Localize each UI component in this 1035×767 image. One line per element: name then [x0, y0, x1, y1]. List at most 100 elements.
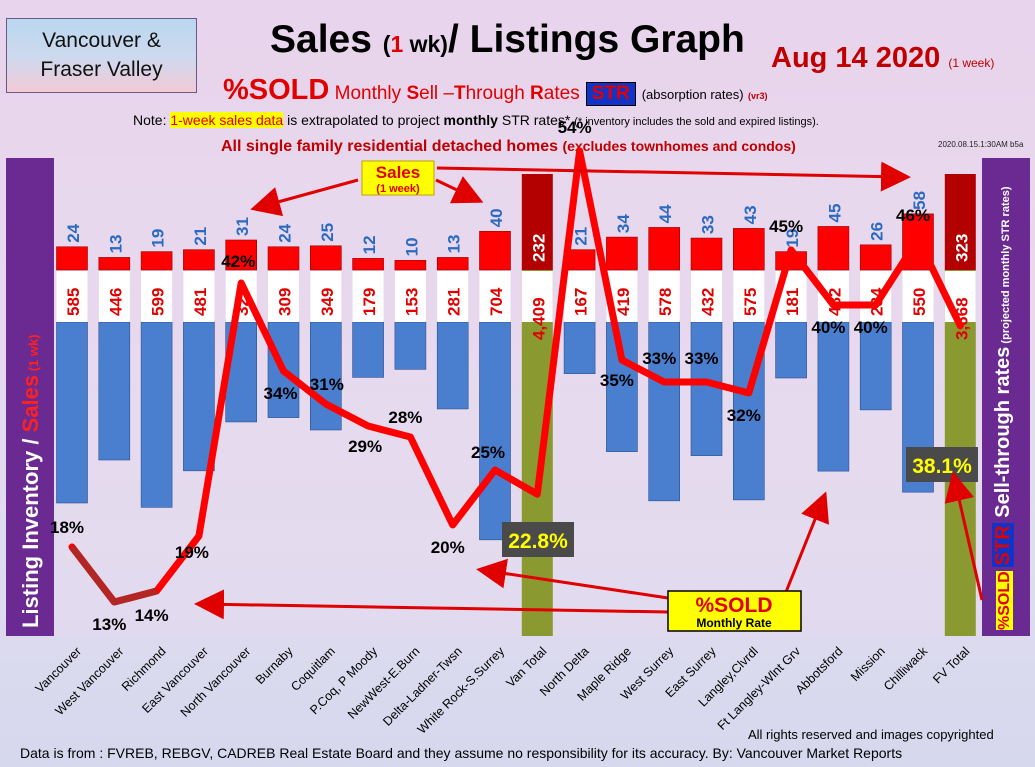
pct-label: 33%	[642, 349, 676, 368]
sales-label: 323	[952, 234, 971, 262]
note-line: Note: 1-week sales data is extrapolated …	[133, 112, 819, 128]
sales-label: 10	[402, 237, 421, 256]
inventory-label-box	[352, 271, 384, 322]
region-box: Vancouver & Fraser Valley	[6, 18, 197, 93]
sales-label: 31	[233, 217, 252, 236]
inventory-label: 578	[656, 288, 675, 316]
inventory-label: 179	[360, 288, 379, 316]
inventory-label: 550	[910, 288, 929, 316]
inventory-label: 432	[699, 288, 718, 316]
inventory-label: 153	[402, 288, 421, 316]
note-small: (* inventory includes the sold and expir…	[574, 116, 819, 128]
title-one: 1	[390, 31, 404, 57]
pct-label: 35%	[600, 371, 634, 390]
pct-label: 20%	[431, 538, 465, 557]
sales-label: 21	[191, 227, 210, 246]
sales-label: 34	[614, 214, 633, 233]
sales-arrow	[250, 178, 359, 217]
category-label: FV Total	[930, 644, 972, 686]
inventory-label: 309	[276, 288, 295, 316]
inventory-label: 599	[149, 288, 168, 316]
inventory-label-box	[564, 271, 596, 322]
sales-bar	[606, 236, 638, 271]
inventory-label-box	[183, 271, 215, 322]
inventory-label: 3,668	[952, 297, 971, 340]
inventory-bar	[436, 321, 469, 410]
inventory-label-box	[733, 271, 765, 322]
sales-label: 19	[783, 229, 802, 248]
sales-bar	[56, 246, 88, 271]
pct-label: 33%	[685, 349, 719, 368]
inventory-label-box	[902, 271, 934, 322]
sales-label: 13	[445, 234, 464, 253]
sales-label: 40	[487, 208, 506, 227]
sales-arrow	[435, 176, 484, 204]
pct-label: 34%	[264, 384, 298, 403]
inventory-bar	[98, 321, 131, 461]
pct-label: 14%	[135, 606, 169, 625]
note-highlight: 1-week sales data	[170, 112, 284, 128]
inventory-label-box	[310, 271, 342, 322]
inventory-label-box	[944, 271, 976, 322]
sold-arrow	[944, 471, 984, 601]
sales-bar	[732, 228, 765, 271]
pct-label: 54%	[558, 118, 592, 137]
sales-label: 58	[910, 191, 929, 210]
inventory-label-box	[98, 271, 130, 322]
inventory-label-box	[691, 271, 722, 322]
inventory-label: 585	[64, 288, 83, 316]
sales-label: 33	[699, 215, 718, 234]
sales-label: 24	[64, 223, 83, 242]
inventory-label: 281	[445, 288, 464, 316]
inventory-label-box	[141, 271, 173, 322]
title-part2: / Listings Graph	[447, 18, 745, 61]
inventory-bar	[183, 321, 215, 472]
sales-label: 43	[741, 205, 760, 224]
category-label: Burnaby	[253, 644, 296, 687]
category-label: Delta-Ladner-Twsn	[380, 644, 465, 729]
inventory-label-box	[437, 271, 469, 322]
sales-bar	[648, 227, 681, 271]
pct-label: 29%	[348, 437, 382, 456]
subtitle-absorption: (absorption rates)	[641, 87, 744, 102]
inventory-bar	[690, 321, 723, 456]
sales-label: 232	[529, 234, 548, 262]
note-bold: monthly	[443, 112, 498, 128]
sales-bar	[225, 239, 257, 271]
inventory-label: 575	[741, 288, 760, 316]
sales-label: 12	[360, 235, 379, 254]
subtitle-sold: %SOLD	[223, 74, 330, 106]
footer-rights: All rights reserved and images copyright…	[748, 727, 994, 742]
pct-label: 42%	[221, 252, 255, 271]
inventory-bar	[859, 321, 892, 411]
sales-bar	[436, 257, 469, 271]
sales-label: 13	[106, 234, 125, 253]
note-post: STR rates*	[497, 112, 575, 128]
sales-label: 24	[276, 223, 295, 242]
report-date: Aug 14 2020 (1 week)	[771, 42, 994, 75]
note-scope-main: All single family residential detached h…	[221, 138, 563, 155]
inventory-bar	[352, 321, 384, 378]
sales-bar	[859, 244, 892, 271]
sales-bar	[817, 226, 850, 271]
category-label: Ft Langley-Wlnt Grv	[715, 644, 804, 733]
pct-label: 31%	[310, 375, 344, 394]
pct-label: 40%	[811, 318, 845, 337]
chart-title: Sales (1 wk)/ Listings Graph	[270, 18, 745, 62]
sales-bar	[690, 237, 723, 271]
inventory-label-box	[268, 271, 299, 322]
note-scope-small: (excludes townhomes and condos)	[562, 138, 796, 154]
sales-label: 45	[825, 204, 844, 223]
inventory-bar	[140, 321, 173, 508]
pct-label: 45%	[769, 217, 803, 236]
sales-label: 26	[868, 222, 887, 241]
total-pct-label: 22.8%	[508, 530, 568, 553]
pct-label: 40%	[854, 318, 888, 337]
subtitle-vr: (vr3)	[748, 91, 768, 101]
sales-label: 21	[572, 227, 591, 246]
subtitle-r: R	[530, 83, 544, 104]
title-wk: wk)	[403, 31, 448, 57]
sold-callout-title: %SOLD	[695, 594, 772, 617]
total-bar	[521, 270, 553, 636]
str-badge: STR	[585, 82, 636, 106]
